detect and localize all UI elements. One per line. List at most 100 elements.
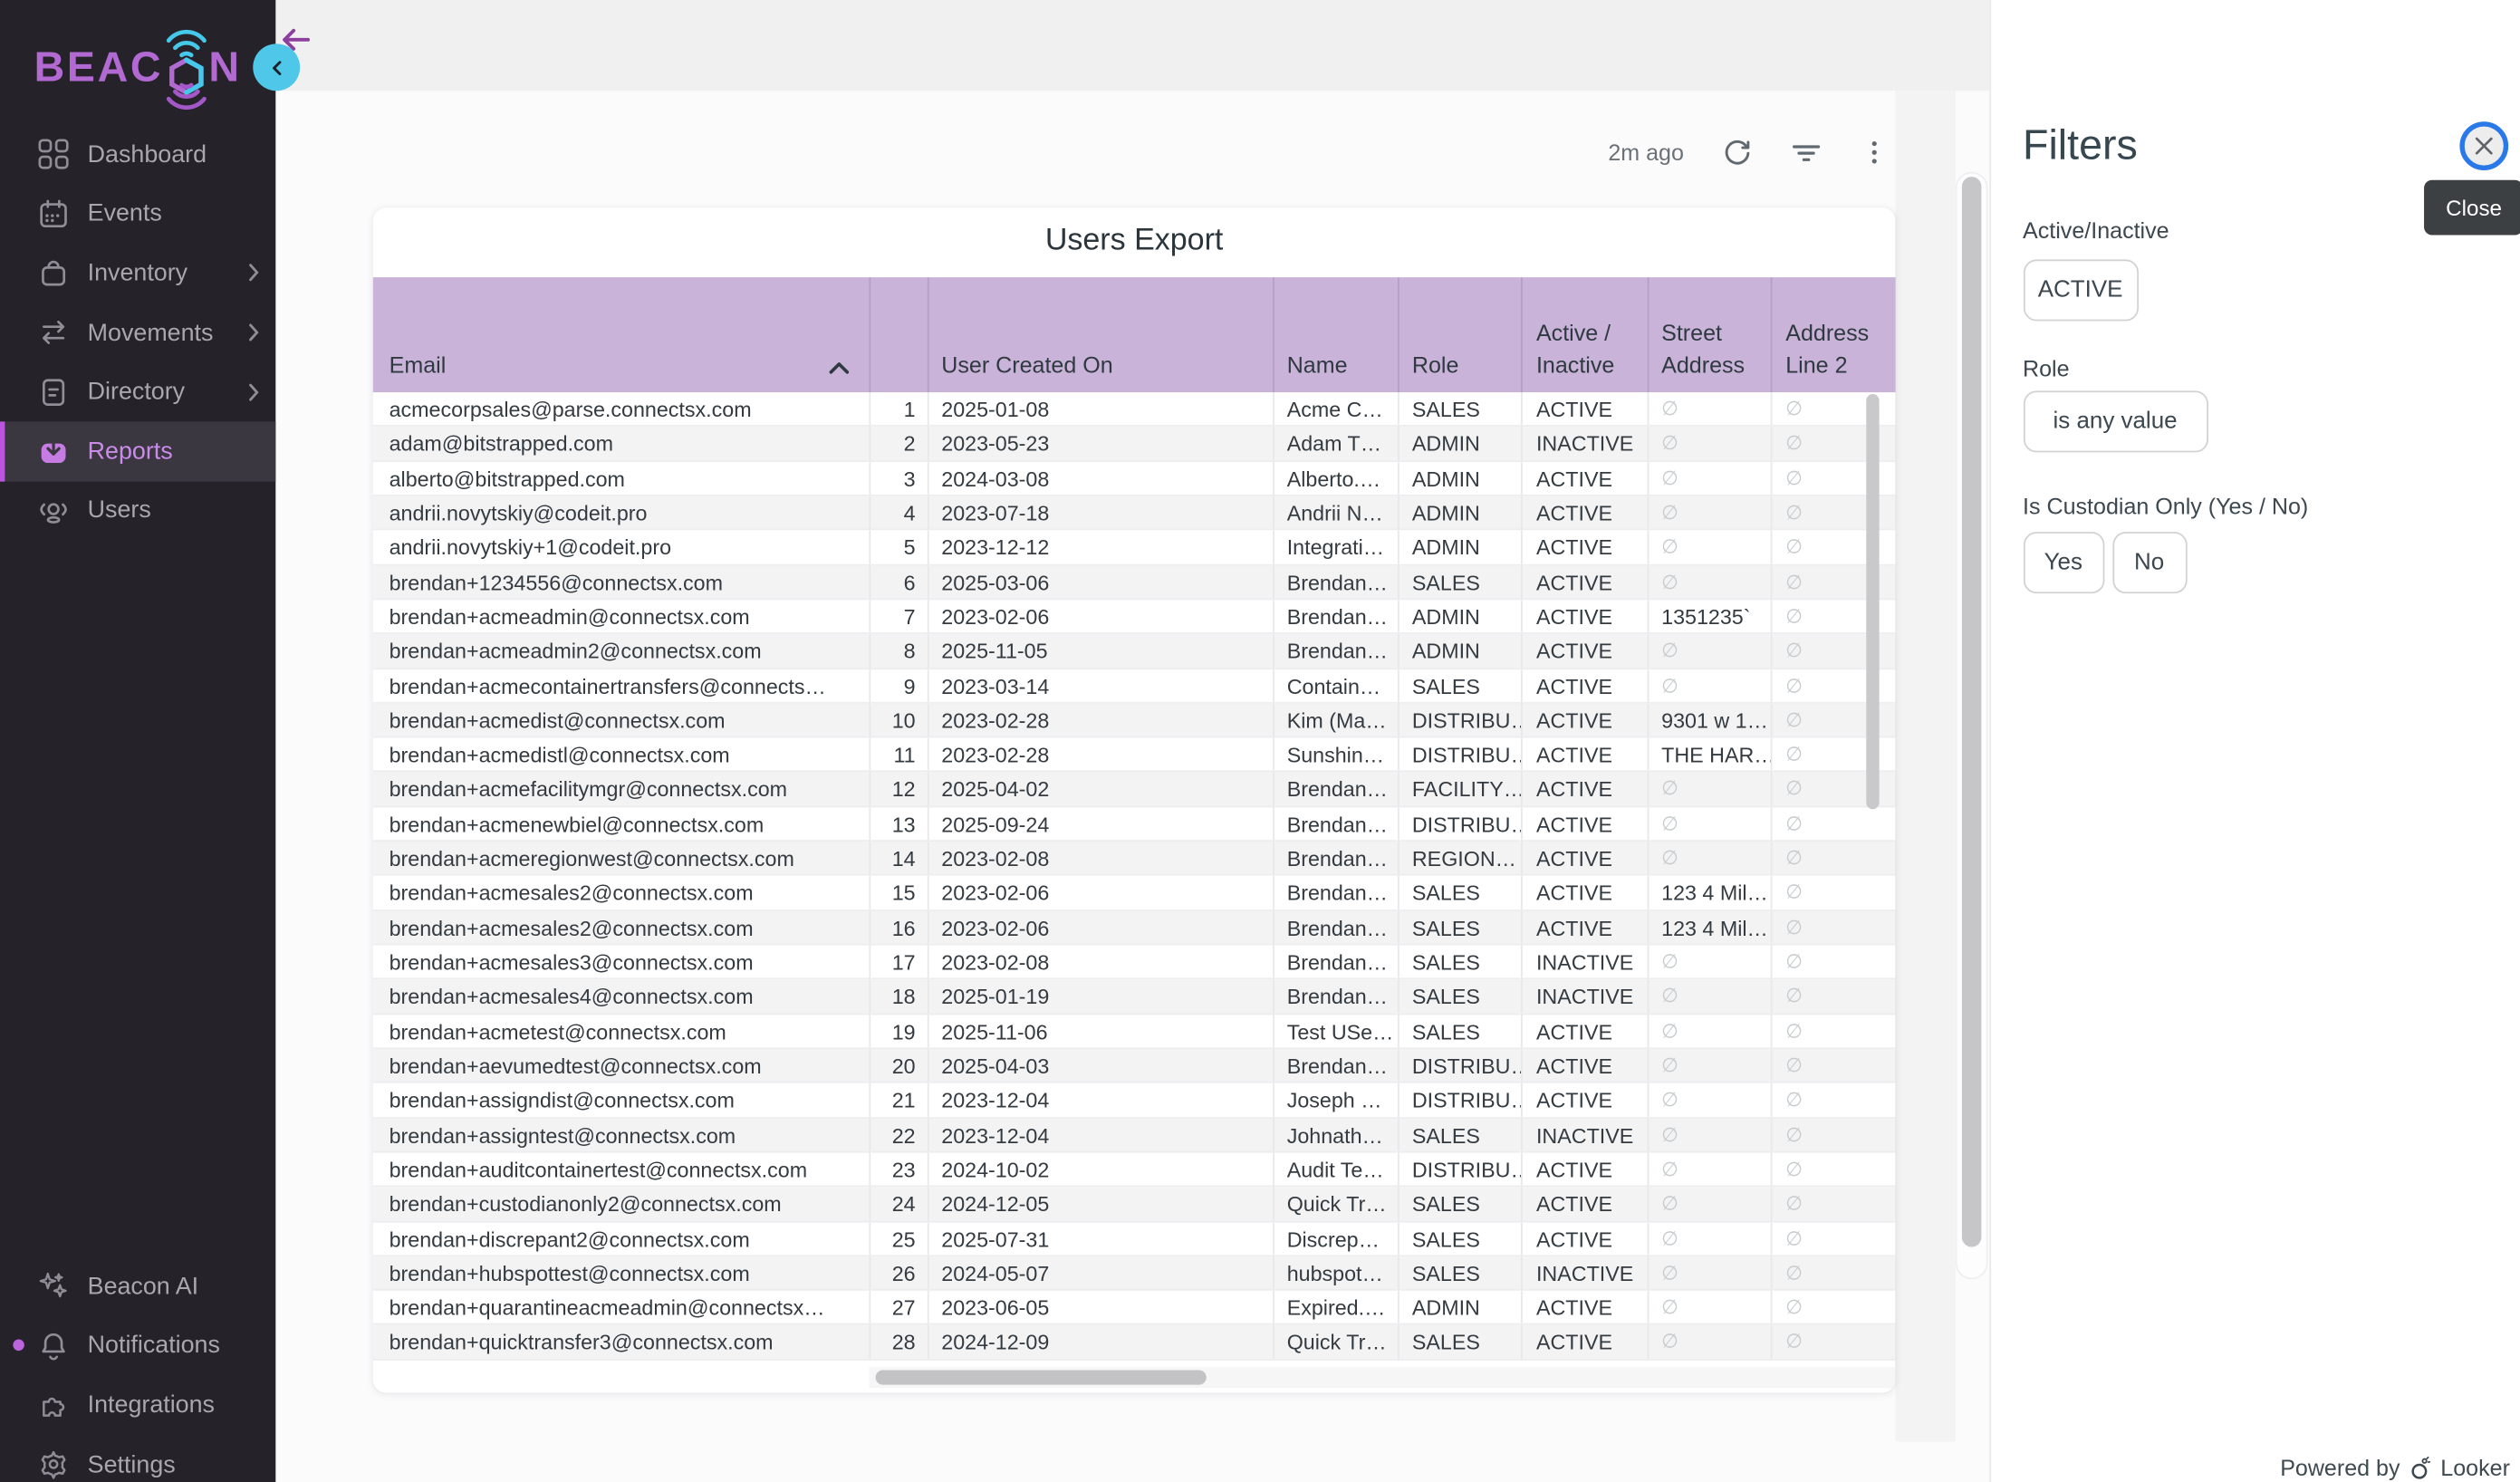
table-row[interactable]: brendan+hubspottest@connectsx.com 26 202… — [372, 1256, 1896, 1292]
cell-name: Brendan… — [1272, 945, 1398, 978]
table-horizontal-scrollbar[interactable] — [875, 1369, 1207, 1384]
close-filters-button[interactable] — [2459, 121, 2509, 170]
cell-street: ∅ — [1647, 1291, 1771, 1324]
cell-status: INACTIVE — [1521, 979, 1647, 1014]
filter-custodian-yes-button[interactable]: Yes — [2023, 532, 2104, 594]
kebab-menu-icon[interactable] — [1859, 138, 1888, 167]
filter-icon[interactable] — [1789, 136, 1822, 168]
table-row[interactable]: brendan+acmeadmin2@connectsx.com 8 2025-… — [372, 634, 1896, 669]
cell-email: brendan+1234556@connectsx.com — [389, 570, 724, 595]
cell-email: brendan+quarantineacmeadmin@connectsx… — [389, 1295, 825, 1321]
cell-email: brendan+acmecontainertransfers@connects… — [389, 673, 826, 698]
sidebar-item-beacon-ai[interactable]: Beacon AI — [0, 1256, 275, 1316]
table-row[interactable]: andrii.novytskiy@codeit.pro 4 2023-07-18… — [372, 496, 1896, 531]
sidebar-item-inventory[interactable]: Inventory — [0, 244, 275, 303]
cell-name: Alberto.… — [1272, 461, 1398, 495]
table-row[interactable]: brendan+acmesales2@connectsx.com 15 2023… — [372, 876, 1896, 911]
cell-street: ∅ — [1647, 1083, 1771, 1117]
logo-text-left: BEAC — [34, 42, 164, 91]
cell-created: 2023-03-14 — [927, 669, 1272, 702]
cell-status: ACTIVE — [1521, 737, 1647, 772]
sidebar-item-directory[interactable]: Directory — [0, 362, 275, 422]
cell-role: SALES — [1397, 876, 1522, 909]
cell-addr2: ∅ — [1771, 979, 1895, 1014]
table-row[interactable]: brendan+acmeregionwest@connectsx.com 14 … — [372, 842, 1896, 877]
table-row[interactable]: brendan+acmetest@connectsx.com 19 2025-1… — [372, 1014, 1896, 1050]
table-row[interactable]: brendan+aevumedtest@connectsx.com 20 202… — [372, 1049, 1896, 1084]
column-header-created[interactable]: User Created On — [927, 277, 1272, 393]
cell-created: 2024-10-02 — [927, 1152, 1272, 1186]
cell-role: DISTRIBU… — [1397, 1049, 1522, 1083]
table-row[interactable]: brendan+acmeadmin@connectsx.com 7 2023-0… — [372, 600, 1896, 635]
cell-street: ∅ — [1647, 392, 1771, 426]
filter-label-active-inactive: Active/Inactive — [2023, 217, 2169, 244]
cell-street: 1351235` — [1647, 600, 1771, 633]
cell-street: ∅ — [1647, 772, 1771, 806]
table-row[interactable]: brendan+custodianonly2@connectsx.com 24 … — [372, 1187, 1896, 1222]
cell-email: brendan+acmedist@connectsx.com — [389, 707, 726, 733]
column-header-role[interactable]: Role — [1397, 277, 1522, 393]
table-row[interactable]: brendan+acmesales4@connectsx.com 18 2025… — [372, 979, 1896, 1015]
table-row[interactable]: andrii.novytskiy+1@codeit.pro 5 2023-12-… — [372, 530, 1896, 565]
column-header-street[interactable]: Street Address — [1647, 277, 1771, 393]
sidebar-item-events[interactable]: Events — [0, 184, 275, 244]
column-header-rownum[interactable] — [869, 277, 927, 393]
cell-email: brendan+acmesales3@connectsx.com — [389, 949, 754, 975]
sidebar-item-settings[interactable]: Settings — [0, 1435, 275, 1482]
table-row[interactable]: brendan+acmesales3@connectsx.com 17 2023… — [372, 945, 1896, 980]
table-row[interactable]: brendan+quarantineacmeadmin@connectsx… 2… — [372, 1291, 1896, 1326]
table-row[interactable]: brendan+1234556@connectsx.com 6 2025-03-… — [372, 564, 1896, 601]
sidebar-item-users[interactable]: Users — [0, 481, 275, 541]
table-row[interactable]: brendan+acmecontainertransfers@connects…… — [372, 669, 1896, 704]
column-header-active[interactable]: Active / Inactive — [1521, 277, 1647, 393]
cell-name: Brendan… — [1272, 1049, 1398, 1083]
sidebar-item-dashboard[interactable]: Dashboard — [0, 125, 275, 185]
table-row[interactable]: brendan+acmesales2@connectsx.com 16 2023… — [372, 910, 1896, 946]
table-row[interactable]: alberto@bitstrapped.com 3 2024-03-08 Alb… — [372, 461, 1896, 496]
table-row[interactable]: brendan+discrepant2@connectsx.com 25 202… — [372, 1221, 1896, 1256]
cell-addr2: ∅ — [1771, 427, 1895, 460]
cell-rownum: 22 — [869, 1118, 927, 1151]
cell-rownum: 28 — [869, 1325, 927, 1359]
cell-rownum: 21 — [869, 1083, 927, 1117]
sidebar-item-label: Notifications — [87, 1332, 220, 1360]
sidebar-item-notifications[interactable]: Notifications — [0, 1316, 275, 1376]
cell-email: brendan+acmenewbiel@connectsx.com — [389, 812, 765, 837]
bag-icon — [37, 257, 70, 290]
cell-status: ACTIVE — [1521, 1152, 1647, 1186]
cell-email: andrii.novytskiy@codeit.pro — [389, 500, 648, 525]
column-header-name[interactable]: Name — [1272, 277, 1398, 393]
table-row[interactable]: brendan+acmedist@connectsx.com 10 2023-0… — [372, 703, 1896, 738]
back-arrow-icon[interactable] — [281, 27, 312, 60]
cell-created: 2024-05-07 — [927, 1256, 1272, 1290]
column-header-email[interactable]: Email — [373, 277, 870, 392]
sidebar-item-movements[interactable]: Movements — [0, 303, 275, 362]
filter-custodian-no-button[interactable]: No — [2111, 532, 2187, 594]
table-row[interactable]: brendan+acmefacilitymgr@connectsx.com 12… — [372, 772, 1896, 807]
table-row[interactable]: brendan+acmedistl@connectsx.com 11 2023-… — [372, 737, 1896, 773]
sidebar-item-integrations[interactable]: Integrations — [0, 1375, 275, 1435]
cell-role: DISTRIBU… — [1397, 737, 1522, 772]
sidebar-item-reports[interactable]: Reports — [0, 421, 276, 481]
column-header-addr2[interactable]: Address Line 2 — [1771, 277, 1895, 393]
dashboard-toolbar: 2m ago — [1608, 130, 1888, 175]
filter-value-role[interactable]: is any value — [2023, 390, 2208, 453]
table-row[interactable]: brendan+acmenewbiel@connectsx.com 13 202… — [372, 806, 1896, 842]
sidebar-collapse-button[interactable] — [253, 43, 301, 91]
table-row[interactable]: brendan+assigndist@connectsx.com 21 2023… — [372, 1083, 1896, 1119]
cell-rownum: 11 — [869, 737, 927, 772]
table-row[interactable]: brendan+auditcontainertest@connectsx.com… — [372, 1152, 1896, 1188]
table-row[interactable]: adam@bitstrapped.com 2 2023-05-23 Adam T… — [372, 427, 1896, 462]
table-row[interactable]: brendan+quicktransfer3@connectsx.com 28 … — [372, 1325, 1896, 1361]
refresh-icon[interactable] — [1721, 137, 1752, 168]
cell-role: SALES — [1397, 1221, 1522, 1256]
table-row[interactable]: brendan+assigntest@connectsx.com 22 2023… — [372, 1118, 1896, 1153]
table-vertical-scrollbar[interactable] — [1866, 393, 1880, 810]
filter-value-active[interactable]: ACTIVE — [2023, 259, 2139, 322]
table-row[interactable]: acmecorpsales@parse.connectsx.com 1 2025… — [372, 392, 1896, 428]
main-vertical-scrollbar[interactable] — [1961, 177, 1982, 1247]
cell-name: Acme C… — [1272, 392, 1398, 426]
filters-title: Filters — [2023, 120, 2138, 169]
looker-logo-icon — [2408, 1456, 2432, 1480]
sidebar-item-label: Reports — [87, 437, 173, 466]
